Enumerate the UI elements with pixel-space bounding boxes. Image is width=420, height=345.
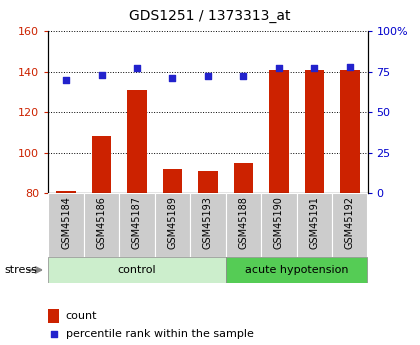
Text: GSM45191: GSM45191 xyxy=(309,196,319,249)
Bar xyxy=(84,193,119,257)
Bar xyxy=(155,193,190,257)
Text: GSM45189: GSM45189 xyxy=(168,196,177,249)
Bar xyxy=(48,193,84,257)
Point xyxy=(240,74,247,79)
Text: GSM45186: GSM45186 xyxy=(97,196,107,249)
Bar xyxy=(48,309,60,323)
Text: GDS1251 / 1373313_at: GDS1251 / 1373313_at xyxy=(129,9,291,23)
Point xyxy=(169,75,176,81)
Bar xyxy=(304,70,324,193)
Bar xyxy=(297,193,332,257)
Bar xyxy=(226,257,368,283)
Bar xyxy=(119,193,155,257)
Point xyxy=(63,77,69,82)
Point xyxy=(205,74,211,79)
Bar xyxy=(56,191,76,193)
Bar xyxy=(163,169,182,193)
Bar xyxy=(226,193,261,257)
Point xyxy=(134,66,140,71)
Text: count: count xyxy=(66,311,97,321)
Point xyxy=(51,331,58,337)
Point xyxy=(276,66,282,71)
Bar xyxy=(92,136,111,193)
Text: GSM45192: GSM45192 xyxy=(345,196,355,249)
Point xyxy=(98,72,105,78)
Bar xyxy=(48,257,226,283)
Bar xyxy=(127,90,147,193)
Text: GSM45188: GSM45188 xyxy=(239,196,248,249)
Point xyxy=(346,64,353,69)
Bar xyxy=(190,193,226,257)
Bar xyxy=(234,163,253,193)
Text: GSM45184: GSM45184 xyxy=(61,196,71,249)
Bar xyxy=(332,193,368,257)
Text: GSM45190: GSM45190 xyxy=(274,196,284,249)
Text: percentile rank within the sample: percentile rank within the sample xyxy=(66,329,254,339)
Text: GSM45187: GSM45187 xyxy=(132,196,142,249)
Text: stress: stress xyxy=(4,265,37,275)
Text: control: control xyxy=(118,265,156,275)
Bar xyxy=(340,70,360,193)
Text: GSM45193: GSM45193 xyxy=(203,196,213,249)
Bar xyxy=(261,193,297,257)
Point xyxy=(311,66,318,71)
Bar xyxy=(198,171,218,193)
Bar xyxy=(269,70,289,193)
Text: acute hypotension: acute hypotension xyxy=(245,265,348,275)
